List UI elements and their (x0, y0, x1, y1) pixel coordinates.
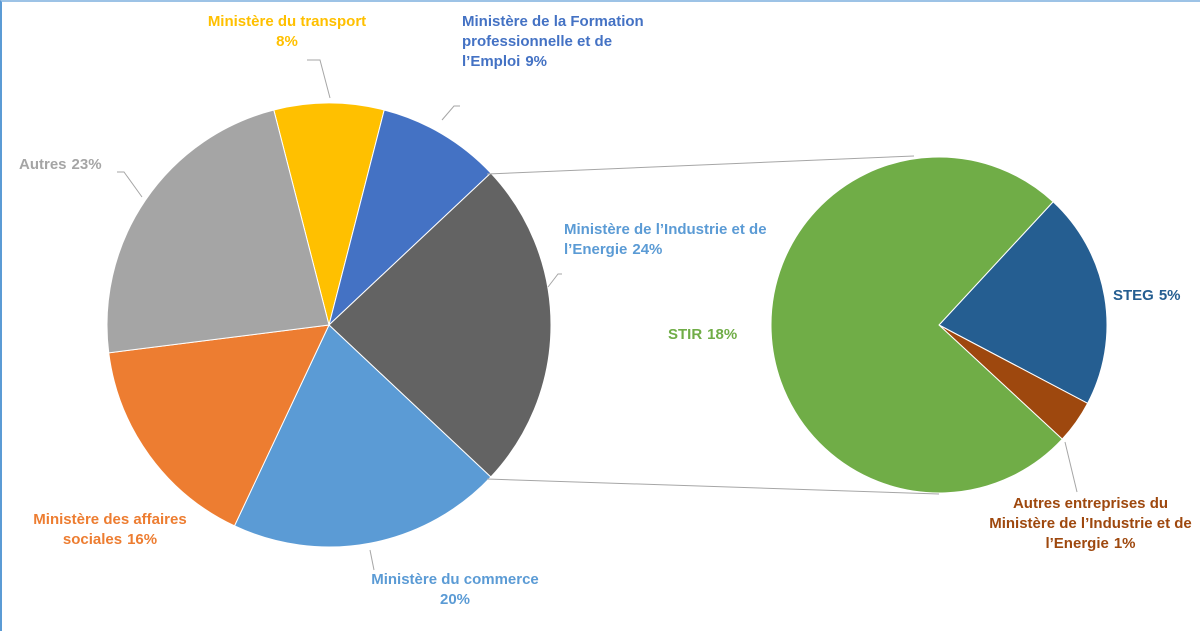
value-label: 18% (707, 326, 738, 343)
leader-lines (117, 59, 1078, 571)
value-label: 9% (525, 53, 548, 70)
category: Ministère de la Formation professionnell… (462, 13, 644, 70)
category: STIR (668, 326, 703, 343)
label: Ministère du commerce 20% (330, 570, 580, 610)
slice (770, 156, 1063, 494)
label: Ministère de l’Industrie et de l’Energie… (564, 220, 809, 260)
slice (328, 172, 552, 478)
category: Ministère des affaires sociales (33, 511, 187, 548)
category: Ministère de l’Industrie et de l’Energie (564, 221, 767, 258)
slice (328, 109, 492, 327)
leader (117, 171, 143, 198)
leader (1064, 441, 1078, 493)
category: Ministère du commerce (371, 571, 539, 588)
slice (108, 324, 330, 527)
main-pie (106, 102, 552, 548)
value-label: 1% (1113, 535, 1136, 552)
category: Autres entreprises du Ministère de l’Ind… (989, 495, 1192, 552)
label: Autres 23% (19, 155, 102, 175)
slice (233, 324, 492, 548)
leader (369, 549, 375, 571)
leader (441, 105, 460, 121)
slice (106, 109, 330, 354)
label: Ministère de la Formation professionnell… (462, 12, 647, 72)
category: Ministère du transport (207, 13, 367, 30)
label: Autres entreprises du Ministère de l’Ind… (978, 494, 1200, 554)
value-label: 23% (71, 156, 102, 173)
label: STIR 18% (668, 325, 737, 345)
slice (273, 102, 385, 326)
category: STEG (1113, 287, 1154, 304)
slice (938, 201, 1108, 405)
leader (547, 273, 562, 288)
label: Ministère des affaires sociales 16% (10, 510, 210, 550)
category: Autres (19, 156, 67, 173)
value-label: 16% (127, 531, 158, 548)
value-label: 20% (439, 591, 471, 608)
secondary-pie (770, 156, 1108, 494)
value-label: 24% (632, 241, 663, 258)
value-label: 8% (276, 33, 298, 50)
connector (486, 155, 915, 175)
leader (307, 59, 331, 99)
label: Ministère du transport 8% (162, 12, 412, 52)
label: STEG 5% (1113, 286, 1181, 306)
value-label: 5% (1158, 287, 1181, 304)
connector (486, 478, 940, 495)
